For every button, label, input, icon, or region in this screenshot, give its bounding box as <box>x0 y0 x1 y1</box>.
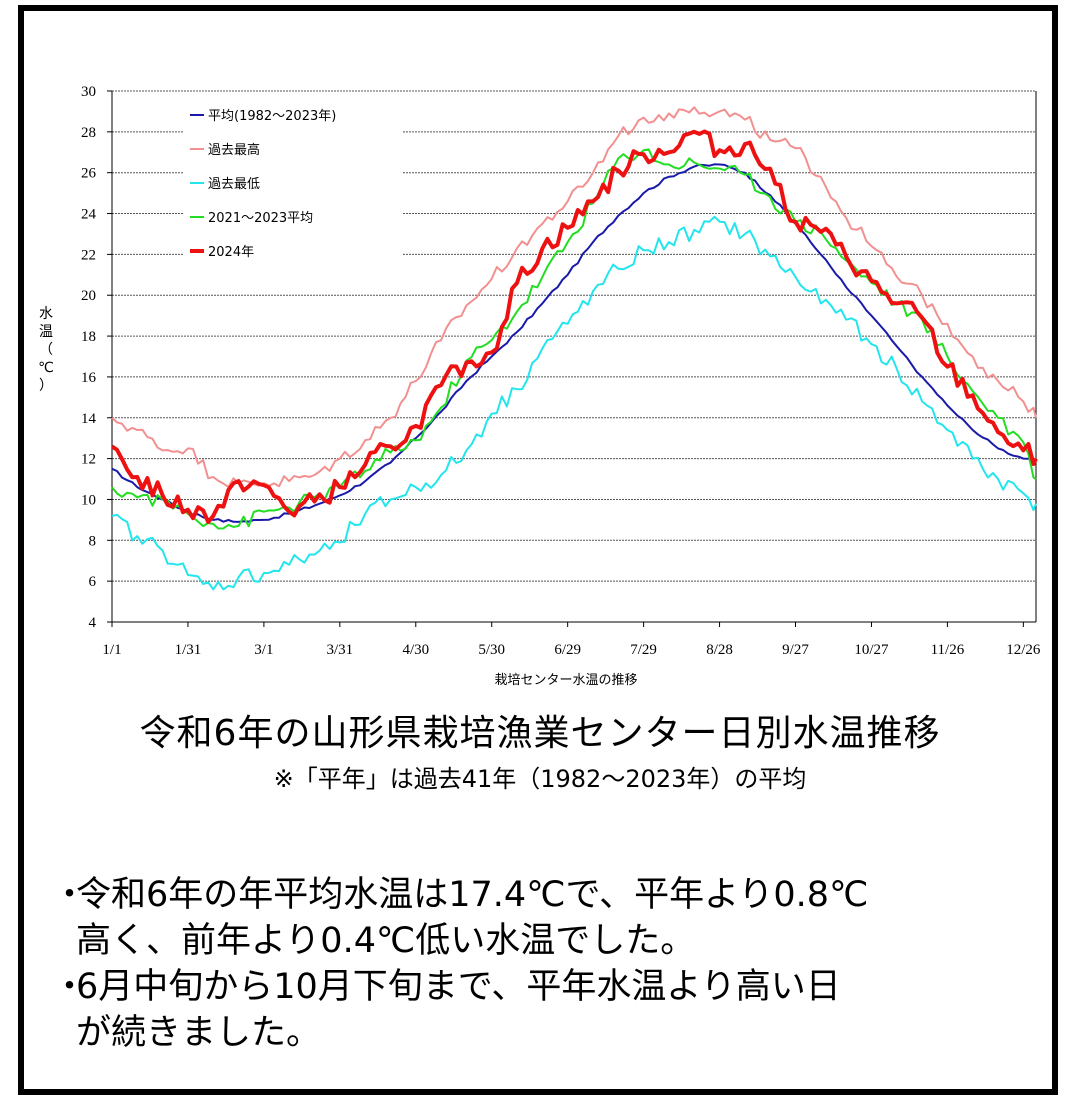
bullet-text-line: 6月中旬から10月下旬まで、平年水温より高い日 <box>76 967 841 1007</box>
bullet-text-line: 令和6年の年平均水温は17.4℃で、平年より0.8℃ <box>76 875 869 915</box>
y-axis-label-char: ） <box>39 378 53 394</box>
y-tick-label: 26 <box>81 166 97 182</box>
series-lines <box>110 106 1038 591</box>
legend-label: 過去最低 <box>208 177 260 192</box>
page-subtitle: ※「平年」は過去41年（1982～2023年）の平均 <box>273 765 807 793</box>
y-tick-label: 10 <box>81 492 96 508</box>
page-title: 令和6年の山形県栽培漁業センター日別水温推移 <box>139 713 941 754</box>
legend-label: 平均(1982～2023年) <box>208 109 336 124</box>
x-axis-ticks: 1/1 1/31 3/1 3/31 4/30 5/30 6/29 7/29 8/28 9/27 10… <box>102 622 1041 658</box>
y-tick-label: 12 <box>81 452 96 468</box>
legend-label: 2024年 <box>208 245 254 260</box>
x-tick-label: 10/27 <box>854 642 889 658</box>
y-tick-label: 14 <box>81 411 97 427</box>
x-tick-label: 11/26 <box>931 642 965 658</box>
y-tick-label: 30 <box>81 84 96 100</box>
bullet-mark: ・ <box>52 875 88 915</box>
x-tick-label: 4/30 <box>402 642 429 658</box>
y-axis-label-char: 水 <box>39 306 53 322</box>
x-tick-label: 8/28 <box>706 642 733 658</box>
y-axis-label: 水温 （ ℃ ） <box>38 306 54 394</box>
bullet-mark: ・ <box>52 967 88 1007</box>
x-tick-label: 5/30 <box>478 642 505 658</box>
y-tick-label: 24 <box>81 207 97 223</box>
bullet-high-period: ・6月中旬から10月下旬まで、平年水温より高い日 が続きました。 <box>52 964 1042 1056</box>
outer-frame <box>18 5 1058 1095</box>
legend-label: 過去最高 <box>208 142 260 158</box>
x-tick-label: 6/29 <box>554 642 581 658</box>
x-tick-label: 3/31 <box>326 642 353 658</box>
x-tick-label: 1/1 <box>102 642 121 658</box>
summary-bullets: ・令和6年の年平均水温は17.4℃で、平年より0.8℃ 高く、前年より0.4℃低… <box>52 872 1042 1056</box>
x-tick-label: 9/27 <box>782 642 809 658</box>
y-tick-label: 18 <box>81 329 96 345</box>
series-line <box>110 129 1038 524</box>
bullet-annual-average: ・令和6年の年平均水温は17.4℃で、平年より0.8℃ 高く、前年より0.4℃低… <box>52 872 1042 964</box>
legend-label: 2021～2023平均 <box>208 211 313 226</box>
y-axis-label-char: （ <box>39 342 53 358</box>
series-line <box>111 163 1037 523</box>
x-tick-label: 12/26 <box>1006 642 1041 658</box>
y-axis-ticks: 4 6 8 10 12 14 16 18 20 22 24 26 28 30 <box>81 84 97 631</box>
y-tick-label: 8 <box>89 533 97 549</box>
x-tick-label: 1/31 <box>175 642 202 658</box>
y-tick-label: 22 <box>81 247 96 263</box>
y-axis-label-char: 温 <box>39 324 53 340</box>
y-axis-label-char: ℃ <box>38 360 54 376</box>
x-tick-label: 7/29 <box>630 642 657 658</box>
y-tick-label: 16 <box>81 370 97 386</box>
series-line <box>111 215 1037 591</box>
x-axis-label: 栽培センター水温の推移 <box>494 672 637 688</box>
bullet-text-line: が続きました。 <box>76 1013 322 1053</box>
bullet-text-line: 高く、前年より0.4℃低い水温でした。 <box>76 921 696 961</box>
y-tick-label: 6 <box>89 574 97 590</box>
y-tick-label: 20 <box>81 288 96 304</box>
water-temperature-chart: 4 6 8 10 12 14 16 18 20 22 24 26 28 30 1/1 1/31 3/1 3/31… <box>38 84 1041 688</box>
y-tick-label: 4 <box>89 615 97 631</box>
y-tick-label: 28 <box>81 125 96 141</box>
legend-background <box>184 97 402 259</box>
x-tick-label: 3/1 <box>254 642 273 658</box>
